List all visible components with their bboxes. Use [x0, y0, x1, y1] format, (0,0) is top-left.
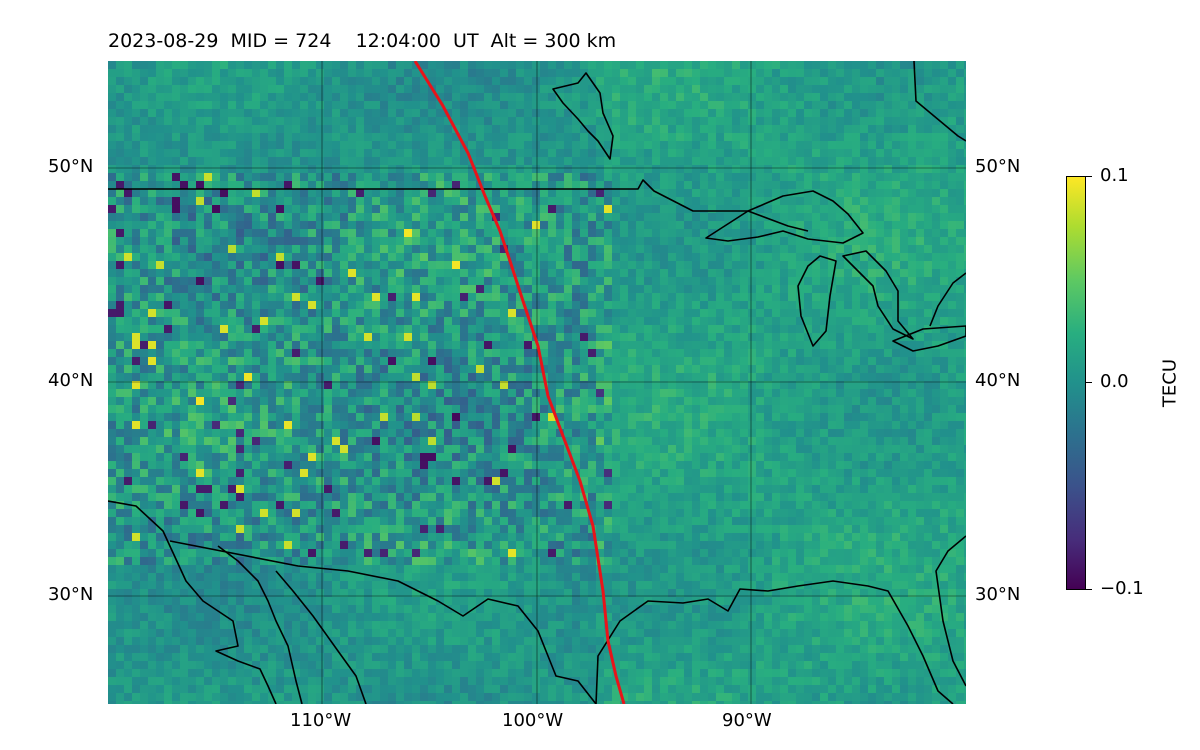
lon-tick-100w: 100°W	[502, 710, 564, 731]
colorbar-tick-bottom	[1086, 589, 1092, 590]
lake-erie-ontario	[892, 325, 966, 352]
james-bay-island	[552, 72, 614, 160]
lon-tick-90w: 90°W	[722, 710, 772, 731]
title-time: 12:04:00	[355, 30, 441, 52]
lat-tick-left-40n: 40°N	[48, 370, 94, 391]
east-coast	[929, 272, 966, 327]
colorbar-label-min: −0.1	[1100, 578, 1144, 599]
graticule	[108, 61, 966, 704]
hudson-bay-coast	[913, 61, 966, 142]
us-canada-border	[108, 179, 809, 232]
lake-huron	[842, 250, 914, 340]
lat-tick-right-30n: 30°N	[975, 584, 1021, 605]
colorbar-label-max: 0.1	[1100, 165, 1129, 186]
title-mid: MID = 724	[230, 30, 332, 52]
lat-tick-right-40n: 40°N	[975, 370, 1021, 391]
lat-tick-left-30n: 30°N	[48, 584, 94, 605]
satellite-track	[413, 61, 626, 704]
title-date: 2023-08-29	[108, 30, 219, 52]
tec-pixel-grid	[108, 61, 966, 704]
title-ut: UT	[453, 30, 479, 52]
mainland-mexico-coast	[275, 570, 367, 704]
lon-tick-110w: 110°W	[290, 710, 352, 731]
lake-michigan	[797, 255, 837, 347]
colorbar-tick-top	[1086, 176, 1092, 177]
colorbar-label-zero: 0.0	[1100, 371, 1129, 392]
tec-map	[108, 61, 966, 704]
baja-pacific-coast	[108, 500, 277, 704]
lat-tick-right-50n: 50°N	[975, 156, 1021, 177]
title-alt: Alt = 300 km	[490, 30, 617, 52]
colorbar	[1066, 176, 1086, 590]
florida-coast	[935, 535, 966, 687]
map-title: 2023-08-29 MID = 724 12:04:00 UT Alt = 3…	[108, 30, 616, 52]
colorbar-title: TECU	[1159, 358, 1181, 408]
coastlines	[108, 61, 966, 704]
colorbar-tick-mid	[1086, 382, 1092, 383]
gulf-coast-texas	[595, 580, 954, 704]
lat-tick-left-50n: 50°N	[48, 156, 94, 177]
lake-superior	[705, 190, 864, 244]
gulf-of-california-coast	[217, 545, 303, 704]
mexico-border	[169, 540, 597, 704]
